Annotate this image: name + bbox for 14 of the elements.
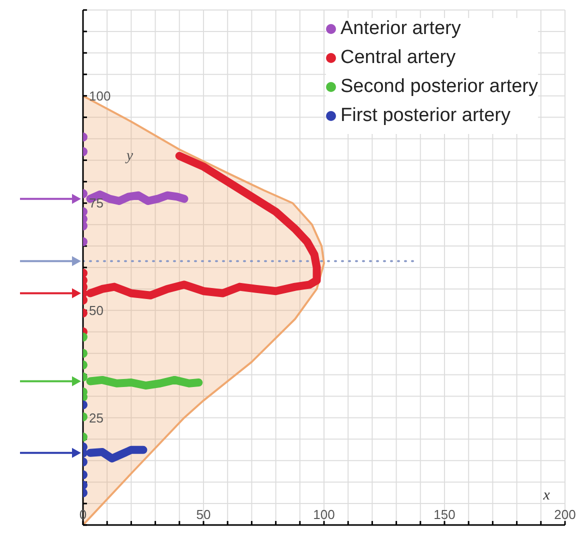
x-axis-title: x — [542, 487, 550, 504]
y-axis-title: y — [124, 148, 134, 164]
legend-label: Central artery — [340, 47, 456, 69]
y-tick-label: 50 — [89, 303, 104, 318]
y-tick-label: 75 — [89, 196, 104, 211]
x-tick-label: 200 — [554, 507, 576, 522]
x-tick-label: 50 — [196, 507, 211, 522]
legend-label: Anterior artery — [340, 18, 461, 40]
y-tick-label: 100 — [89, 88, 111, 104]
legend-label: Second posterior artery — [340, 76, 538, 98]
legend-label: First posterior artery — [340, 105, 510, 127]
y-tick-label: 25 — [89, 410, 104, 426]
x-tick-label: 150 — [434, 507, 456, 522]
x-tick-label: 100 — [313, 507, 335, 522]
